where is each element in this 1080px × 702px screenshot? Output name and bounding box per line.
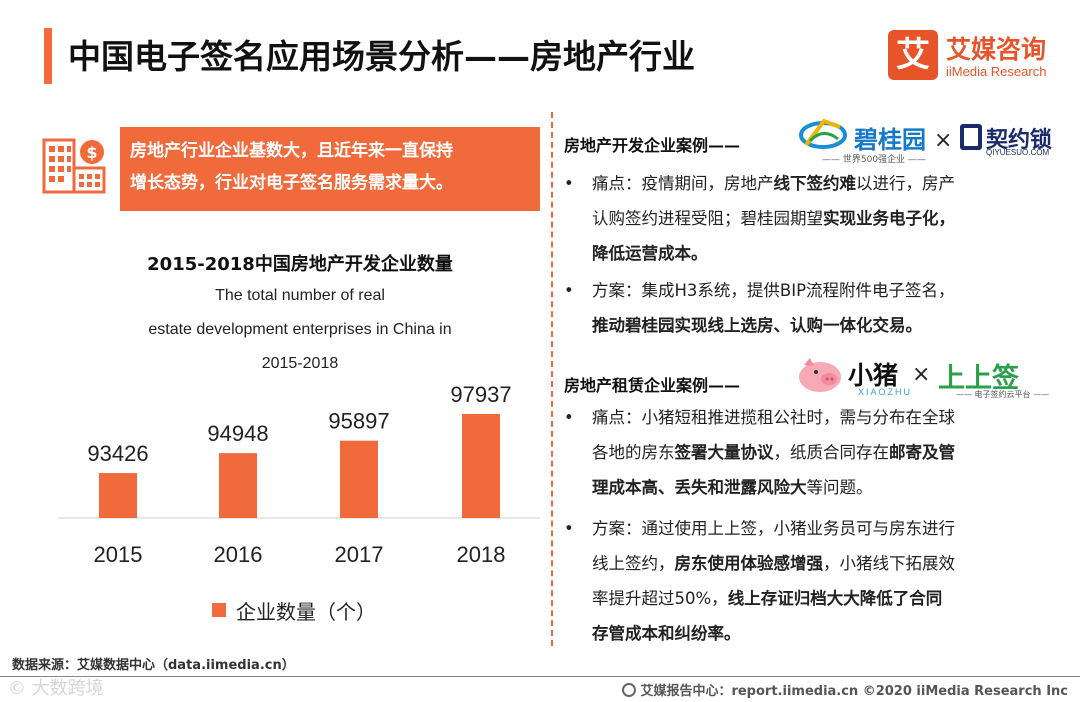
bullet-line: 推动碧桂园实现线上选房、认购一体化交易。 <box>592 308 1062 343</box>
body-text: 痛点：疫情期间，房地产 <box>592 174 774 193</box>
bullet-line: 方案：通过使用上上签，小猪业务员可与房东进行 <box>592 511 1062 546</box>
emphasis-text: 签署大量协议 <box>674 443 774 462</box>
emphasis-text: 房东使用体验感增强 <box>674 554 824 573</box>
emphasis-text: 邮寄及管 <box>889 443 955 462</box>
bar-2017 <box>340 440 378 518</box>
data-source: 数据来源：艾媒数据中心（data.iimedia.cn） <box>12 658 295 673</box>
building-dollar-icon: $ <box>42 138 106 194</box>
svg-text:$: $ <box>86 143 97 162</box>
case1-times-sign: × <box>934 128 953 153</box>
bestsign-name: 上上签 <box>938 363 1019 394</box>
bullet-line: 方案：集成H3系统，提供BIP流程附件电子签名， <box>592 273 1062 308</box>
bullet-dot: • <box>564 408 574 427</box>
bar-2018 <box>462 413 500 518</box>
chart-subtitle-line-2: estate development enterprises in China … <box>148 321 452 338</box>
emphasis-text: 理成本高、丢失和泄露风险大 <box>592 478 807 497</box>
key-insight-banner: 房地产行业企业基数大，且近年来一直保持 增长态势，行业对电子签名服务需求量大。 <box>120 127 540 211</box>
x-tick-2016: 2016 <box>214 542 263 567</box>
bullet-line: 率提升超过50%，线上存证归档大大降低了合同 <box>592 581 1062 616</box>
country-garden-logo-icon <box>799 118 847 149</box>
x-tick-2015: 2015 <box>94 542 143 567</box>
watermark: © 大数跨境 <box>8 678 104 699</box>
country-garden-name: 碧桂园 <box>854 126 926 154</box>
body-text: 率提升超过50%， <box>592 589 728 608</box>
bullet-text: 方案：通过使用上上签，小猪业务员可与房东进行 线上签约，房东使用体验感增强，小猪线… <box>592 511 1062 651</box>
x-tick-2018: 2018 <box>457 542 506 567</box>
xiaozhu-pinyin: XIAOZHU <box>858 387 913 397</box>
emphasis-text: 线下签约难 <box>773 174 857 193</box>
globe-icon <box>622 682 637 697</box>
chart-subtitle-line-3: 2015-2018 <box>261 355 339 372</box>
body-text: 线上签约， <box>592 554 675 573</box>
data-label-2017: 95897 <box>328 409 389 434</box>
bullet-dot: • <box>564 174 574 193</box>
bullet-line: 认购签约进程受阻；碧桂园期望实现业务电子化， <box>592 201 1062 236</box>
bullet-line: 理成本高、丢失和泄露风险大等问题。 <box>592 470 1062 505</box>
bullet-line: 线上签约，房东使用体验感增强，小猪线下拓展效 <box>592 546 1062 581</box>
chart-subtitle-line-1: The total number of real <box>215 287 385 304</box>
body-text: ，纸质合同存在 <box>773 443 890 462</box>
bar-2015 <box>99 473 137 518</box>
chart-legend: 企业数量（个） <box>212 596 376 624</box>
panel-divider <box>551 112 553 646</box>
body-text: ，小猪线下拓展效 <box>823 554 955 573</box>
bullet-text: 方案：集成H3系统，提供BIP流程附件电子签名， 推动碧桂园实现线上选房、认购一体… <box>592 273 1062 343</box>
bullet-text: 痛点：疫情期间，房地产线下签约难以进行，房产 认购签约进程受阻；碧桂园期望实现业务… <box>592 166 1062 271</box>
body-text: 痛点：小猪短租推进揽租公社时，需与分布在全球 <box>592 408 955 427</box>
bullet-line: 痛点：小猪短租推进揽租公社时，需与分布在全球 <box>592 400 1062 435</box>
title-accent-bar <box>44 28 52 84</box>
legend-swatch <box>212 603 226 617</box>
bullet-line: 各地的房东签署大量协议，纸质合同存在邮寄及管 <box>592 435 1062 470</box>
qiyuesuo-logo-icon <box>960 124 982 150</box>
country-garden-tagline: —— 世界500强企业 —— <box>822 155 926 165</box>
enterprise-count-bar-chart: 93426 2015 94948 2016 95897 2017 97937 2018 <box>58 382 540 567</box>
brand-logo: 艾 艾媒咨询 iiMedia Research <box>888 30 1068 86</box>
xiaozhu-pig-icon <box>799 358 841 392</box>
bestsign-tagline: —— 电子签约云平台 —— <box>956 390 1050 399</box>
case2-times-sign: × <box>912 362 931 387</box>
emphasis-text: 线上存证归档大大降低了合同 <box>727 589 943 608</box>
emphasis-text: 降低运营成本。 <box>592 244 708 263</box>
footer-text: 艾媒报告中心：report.iimedia.cn ©2020 iiMedia R… <box>640 684 1068 699</box>
data-label-2016: 94948 <box>207 421 268 446</box>
bullet-text: 痛点：小猪短租推进揽租公社时，需与分布在全球 各地的房东签署大量协议，纸质合同存在… <box>592 400 1062 505</box>
bar-2016 <box>219 453 257 518</box>
data-label-2018: 97937 <box>450 382 511 407</box>
bullet-line: 降低运营成本。 <box>592 236 1062 271</box>
body-text: 以进行，房产 <box>856 174 955 193</box>
footer-credit: 艾媒报告中心：report.iimedia.cn ©2020 iiMedia R… <box>622 680 1068 699</box>
brand-name-cn: 艾媒咨询 <box>946 35 1047 64</box>
body-text: 各地的房东 <box>592 443 675 462</box>
body-text: 方案：通过使用上上签，小猪业务员可与房东进行 <box>592 519 955 538</box>
chart-title: 2015-2018中国房地产开发企业数量 <box>147 254 453 275</box>
qiyuesuo-domain: QIYUESUO.COM <box>986 148 1050 157</box>
insight-line-2: 增长态势，行业对电子签名服务需求量大。 <box>130 173 453 193</box>
brand-name-en: iiMedia Research <box>946 64 1047 79</box>
body-text: 认购签约进程受阻；碧桂园期望 <box>592 209 823 228</box>
emphasis-text: 实现业务电子化， <box>823 209 955 228</box>
legend-label: 企业数量（个） <box>236 599 376 624</box>
body-text: 等问题。 <box>806 478 873 497</box>
case2-heading: 房地产租赁企业案例—— <box>564 376 741 395</box>
insight-line-1: 房地产行业企业基数大，且近年来一直保持 <box>130 141 453 161</box>
emphasis-text: 推动碧桂园实现线上选房、认购一体化交易。 <box>592 316 922 335</box>
bullet-line: 存管成本和纠纷率。 <box>592 616 1062 651</box>
body-text: 方案：集成H3系统，提供BIP流程附件电子签名， <box>592 281 955 300</box>
xiaozhu-name: 小猪 <box>848 361 899 390</box>
qiyuesuo-name: 契约锁 <box>986 128 1053 153</box>
case1-heading: 房地产开发企业案例—— <box>564 136 741 155</box>
footer-rule <box>0 676 1080 677</box>
page-title: 中国电子签名应用场景分析——房地产行业 <box>68 37 695 76</box>
bullet-line: 痛点：疫情期间，房地产线下签约难以进行，房产 <box>592 166 1062 201</box>
brand-mark-icon: 艾 <box>888 30 938 80</box>
bullet-dot: • <box>564 519 574 538</box>
x-tick-2017: 2017 <box>335 542 384 567</box>
emphasis-text: 存管成本和纠纷率。 <box>592 624 741 643</box>
bullet-dot: • <box>564 281 574 300</box>
data-label-2015: 93426 <box>87 441 148 466</box>
